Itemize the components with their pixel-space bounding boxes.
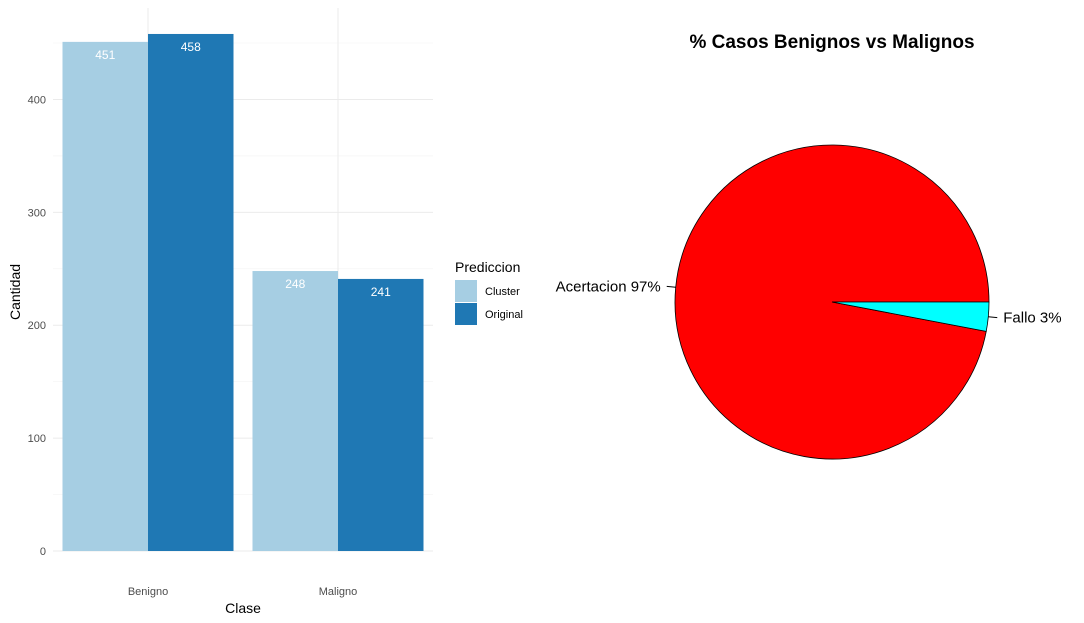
legend-label: Original	[485, 309, 523, 321]
pie-slices	[674, 144, 990, 460]
legend-title: Prediccion	[455, 259, 520, 275]
bar-series	[62, 33, 424, 552]
bar	[62, 41, 148, 551]
x-axis-title: Clase	[225, 600, 261, 616]
y-axis-title: Cantidad	[7, 264, 23, 320]
bar-data-label: 248	[285, 277, 305, 291]
bar-data-label: 458	[181, 40, 201, 54]
bar-data-labels: 451 458 248 241	[95, 40, 391, 299]
bar-chart: 0 100 200 300 400 451 458 248 241 Benigno Malign…	[7, 8, 523, 616]
legend: Prediccion Cluster Original	[455, 259, 523, 325]
pie-label-tick	[666, 285, 676, 288]
pie-title: % Casos Benignos vs Malignos	[689, 32, 974, 53]
legend-key	[455, 280, 477, 302]
x-tick-label: Maligno	[319, 586, 358, 598]
x-tick-labels: Benigno Maligno	[128, 586, 357, 598]
bar-data-label: 451	[95, 48, 115, 62]
y-tick-label: 0	[40, 546, 46, 558]
pie-labels: Acertacion 97% Fallo 3%	[556, 278, 1062, 326]
legend-key	[455, 303, 477, 325]
y-tick-label: 200	[28, 320, 46, 332]
y-tick-label: 100	[28, 433, 46, 445]
y-tick-labels: 0 100 200 300 400	[28, 94, 46, 558]
pie-slice-label: Acertacion 97%	[556, 278, 661, 295]
pie-label-tick	[988, 316, 998, 319]
y-tick-label: 300	[28, 207, 46, 219]
pie-slice	[831, 301, 990, 332]
y-tick-label: 400	[28, 94, 46, 106]
bar-data-label: 241	[371, 285, 391, 299]
pie-chart: % Casos Benignos vs Malignos Acertacion …	[556, 32, 1062, 460]
pie-slice-label: Fallo 3%	[1003, 310, 1061, 327]
bar	[148, 33, 234, 552]
bar	[252, 271, 338, 551]
bar	[338, 278, 424, 551]
x-tick-label: Benigno	[128, 586, 168, 598]
legend-label: Cluster	[485, 286, 520, 298]
